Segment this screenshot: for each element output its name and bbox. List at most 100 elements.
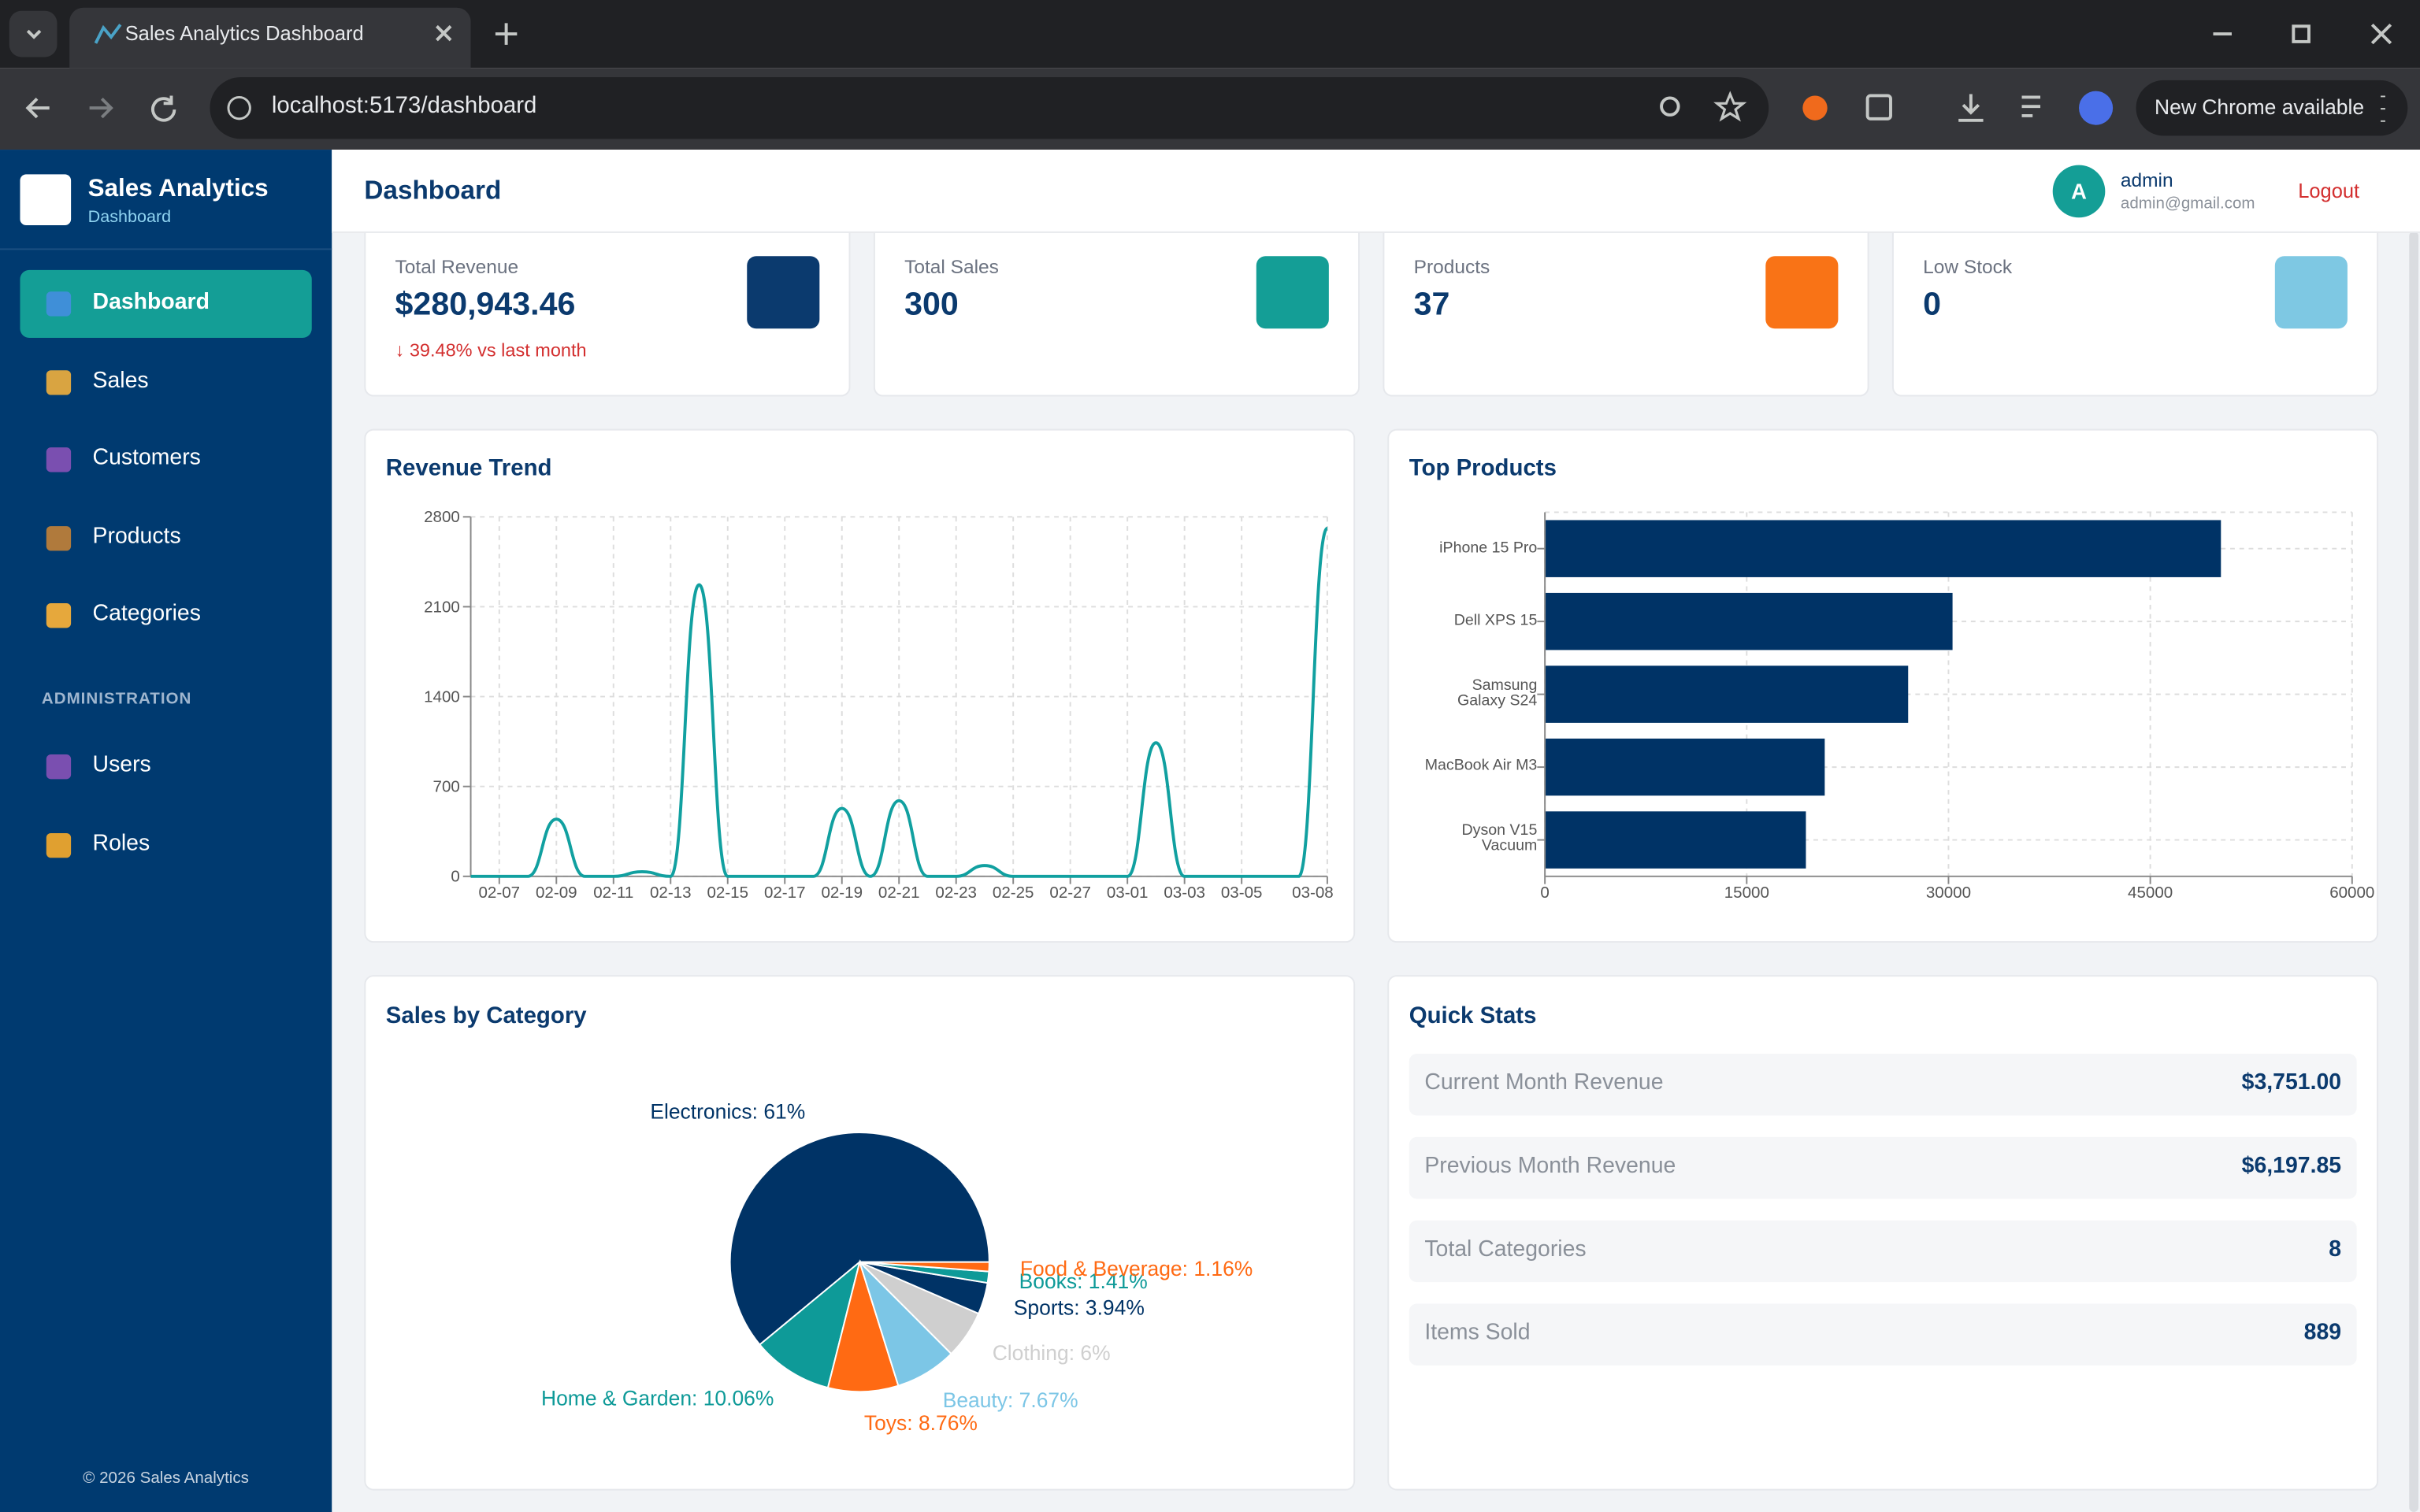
pie-slice	[859, 1261, 990, 1273]
nav-icon	[46, 447, 72, 472]
restore-icon[interactable]	[2292, 24, 2311, 43]
stat-change: ↓ 39.48% vs last month	[395, 339, 587, 361]
stat-row	[1409, 1303, 2357, 1366]
nav-item[interactable]: Customers	[92, 446, 201, 471]
bar	[1545, 665, 1909, 723]
nav-icon	[46, 754, 72, 780]
slice-label: Home & Garden: 10.06%	[541, 1387, 774, 1410]
stat-value: 37	[1413, 287, 1450, 323]
stat-row-value: $3,751.00	[2241, 1070, 2342, 1096]
pie-slice	[826, 1259, 900, 1393]
x-tick-label: 60000	[2329, 884, 2374, 902]
stat-row-value: 889	[2303, 1321, 2342, 1346]
nav-item[interactable]: Sales	[92, 368, 149, 393]
line	[470, 526, 1329, 878]
stat-label: Total Revenue	[395, 256, 519, 278]
nav-item[interactable]: Categories	[92, 602, 201, 627]
pie-slice	[729, 1132, 990, 1346]
nav-item[interactable]: Users	[92, 753, 151, 778]
stat-icon	[1256, 256, 1329, 329]
x-tick-label: 02-07	[478, 884, 520, 902]
brand-divider	[0, 248, 332, 250]
profile-icon[interactable]	[2079, 91, 2114, 125]
bar	[1545, 592, 1953, 650]
nav-item[interactable]: Dashboard	[92, 290, 210, 315]
bookmark-icon[interactable]	[1713, 91, 1747, 122]
forward-icon[interactable]	[89, 98, 113, 119]
y-tick-label: 2800	[424, 508, 460, 526]
bar	[1545, 811, 1806, 869]
stat-row-value: $6,197.85	[2241, 1154, 2342, 1179]
nav-item[interactable]: Products	[92, 524, 181, 549]
stat-row-value: 8	[2329, 1237, 2342, 1262]
y-tick-label: 0	[451, 868, 459, 886]
stat-row	[1409, 1220, 2357, 1283]
y-tick-label: 700	[433, 778, 460, 796]
y-tick-label: Samsung Galaxy S24	[1457, 677, 1538, 710]
slice-label: Toys: 8.76%	[864, 1411, 978, 1435]
y-tick-label: 1400	[424, 687, 460, 706]
nav-icon	[46, 603, 72, 628]
slice-label: Food & Beverage: 1.16%	[1020, 1257, 1253, 1280]
stat-row-label: Current Month Revenue	[1424, 1070, 1664, 1096]
stat-value: $280,943.46	[395, 287, 576, 323]
slice-label: Electronics: 61%	[650, 1100, 805, 1124]
x-tick-label: 45000	[2128, 884, 2173, 902]
nav-icon	[46, 291, 72, 317]
header	[332, 150, 2420, 233]
tab-search-button[interactable]	[9, 10, 58, 57]
nav-icon	[46, 369, 72, 395]
update-label: New Chrome available	[2155, 95, 2365, 119]
x-tick-label: 02-11	[593, 884, 633, 902]
x-tick-label: 02-27	[1049, 884, 1091, 902]
media-icon[interactable]	[2021, 95, 2041, 117]
nav-item[interactable]: Roles	[92, 831, 150, 856]
address-bar[interactable]	[210, 76, 1769, 139]
x-tick-label: 03-03	[1164, 884, 1205, 902]
extensions-icon[interactable]	[1865, 94, 1892, 120]
active-tab[interactable]	[69, 7, 471, 69]
brand-logo	[20, 174, 72, 226]
y-tick-label: iPhone 15 Pro	[1439, 539, 1538, 557]
pie-slice	[759, 1259, 861, 1389]
stat-row-label: Total Categories	[1424, 1237, 1587, 1262]
y-tick-label: Dell XPS 15	[1453, 612, 1538, 629]
zoom-icon[interactable]	[1660, 96, 1680, 117]
url: localhost:5173/dashboard	[271, 92, 537, 119]
slice-label: Beauty: 7.67%	[943, 1388, 1078, 1412]
chevron-icon	[26, 29, 42, 39]
brand-subtitle: Dashboard	[87, 208, 172, 227]
x-tick-label: 02-09	[536, 884, 577, 902]
close-window-icon[interactable]	[2370, 23, 2392, 45]
slice-label: Books: 1.41%	[1019, 1269, 1148, 1293]
slice-label: Clothing: 6%	[993, 1341, 1111, 1365]
x-tick-label: 03-01	[1107, 884, 1149, 902]
user-name: admin	[2120, 169, 2173, 191]
back-icon[interactable]	[25, 98, 50, 119]
x-tick-label: 15000	[1724, 884, 1769, 902]
info-icon[interactable]	[227, 95, 251, 120]
avatar[interactable]: A	[2052, 165, 2106, 218]
x-tick-label: 02-17	[764, 884, 806, 902]
update-button[interactable]	[2136, 80, 2408, 136]
x-tick-label: 02-15	[707, 884, 748, 902]
extension-icon[interactable]	[1802, 95, 1828, 120]
sidebar-footer: © 2026 Sales Analytics	[83, 1469, 249, 1488]
card-title: Revenue Trend	[385, 454, 552, 482]
logout-button[interactable]: Logout	[2298, 179, 2360, 202]
download-icon[interactable]	[1958, 94, 1984, 122]
bar	[1545, 738, 1825, 796]
slice-label: Sports: 3.94%	[1014, 1296, 1145, 1320]
card-title: Top Products	[1409, 454, 1557, 482]
favicon	[94, 24, 122, 44]
stat-value: 300	[904, 287, 959, 323]
bar	[1545, 520, 2221, 577]
reload-icon[interactable]	[151, 95, 176, 122]
card-title: Quick Stats	[1409, 1002, 1537, 1029]
new-tab-icon[interactable]	[495, 23, 518, 45]
x-tick-label: 02-13	[650, 884, 692, 902]
stat-label: Products	[1413, 256, 1490, 278]
close-tab-icon[interactable]	[436, 24, 452, 42]
